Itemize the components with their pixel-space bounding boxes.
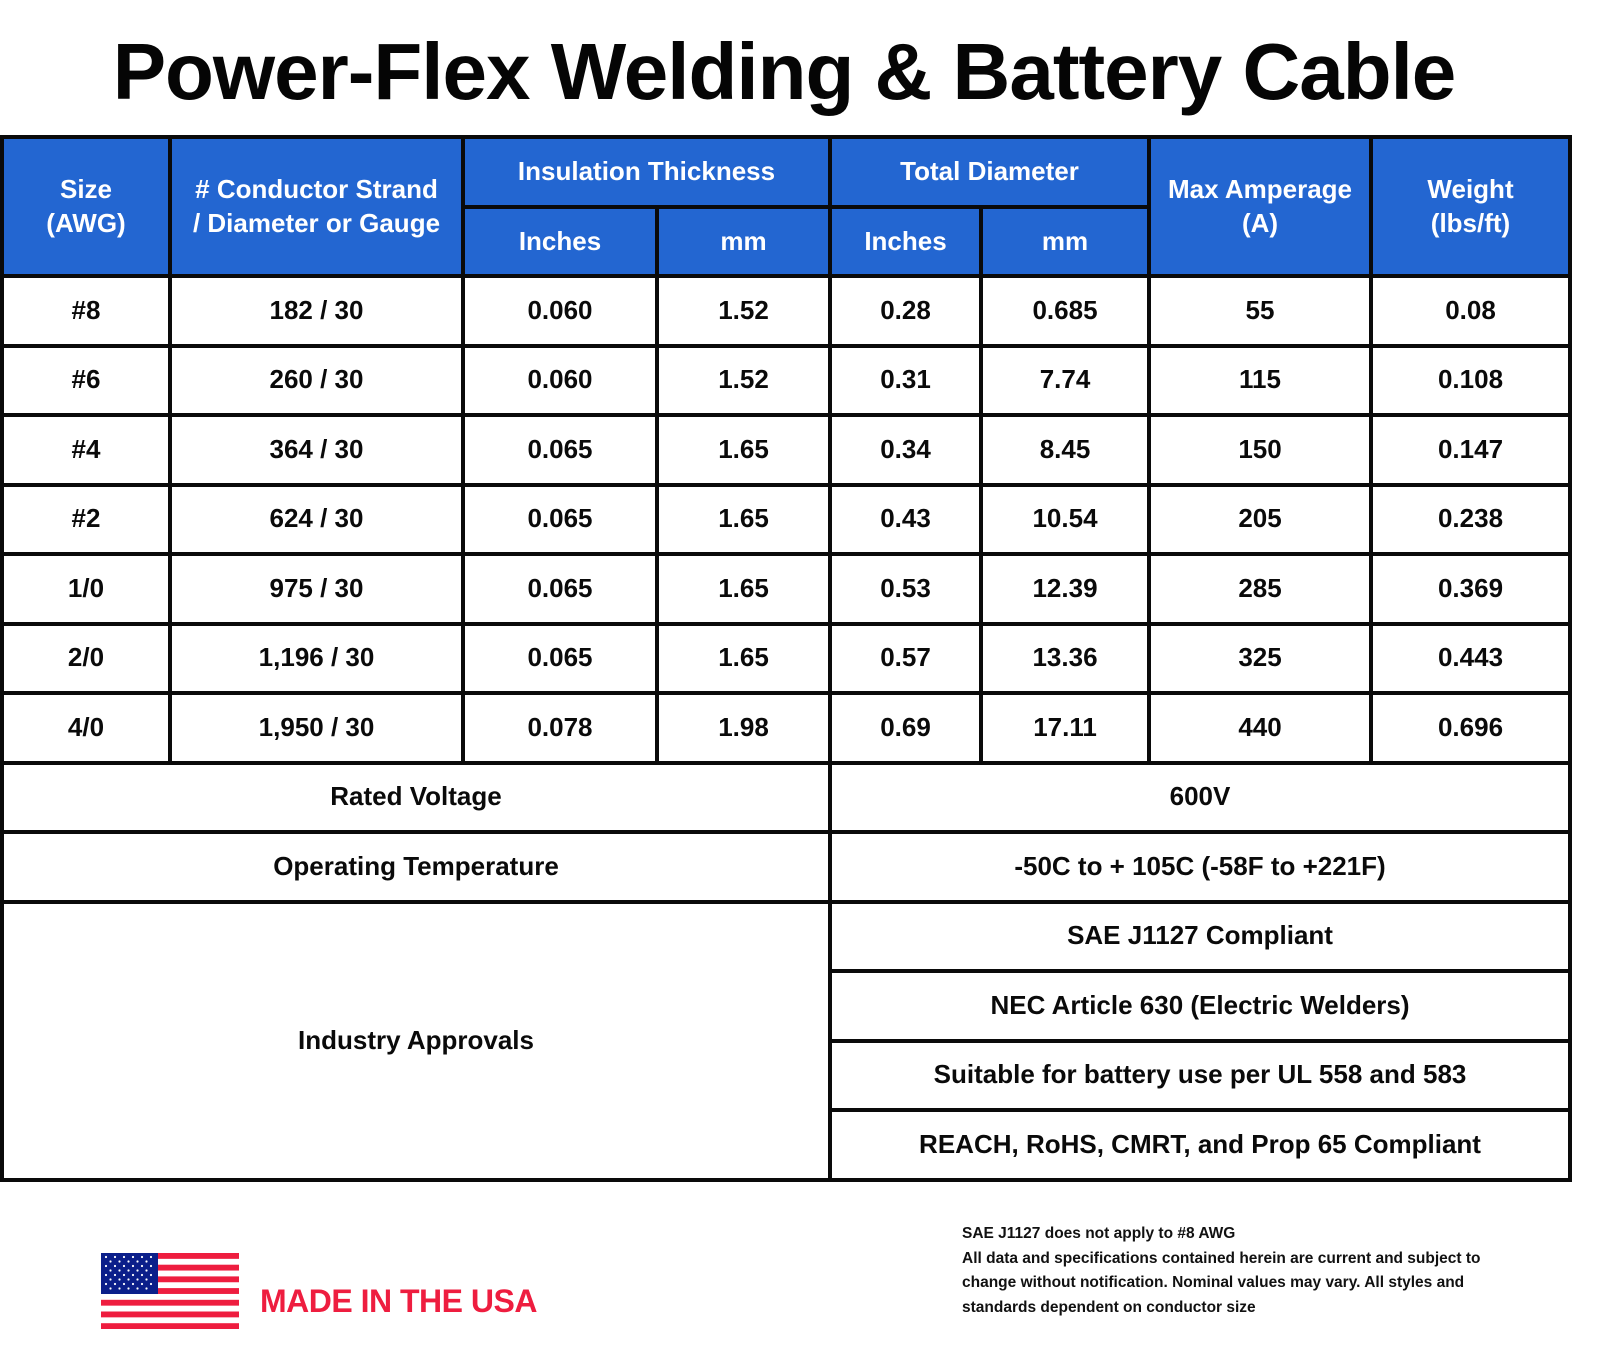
cell-size: #4: [0, 413, 172, 487]
cell-max-amperage: 55: [1147, 274, 1374, 348]
cell-conductor: 624 / 30: [168, 482, 465, 556]
header-max-amperage: Max Amperage (A): [1147, 135, 1374, 278]
footnote-line: standards dependent on conductor size: [962, 1298, 1256, 1316]
made-in-usa-label: MADE IN THE USA: [260, 1283, 537, 1319]
header-insulation-mm: mm: [654, 205, 833, 278]
table-row: #4 364 / 30 0.065 1.65 0.34 8.45 150 0.147: [0, 413, 1573, 487]
cell-size: 4/0: [0, 691, 172, 765]
cell-weight: 0.108: [1369, 343, 1573, 417]
cell-diameter-inches: 0.69: [828, 691, 984, 765]
header-insulation-inches: Inches: [461, 205, 659, 278]
cell-size: #8: [0, 274, 172, 348]
cell-max-amperage: 205: [1147, 482, 1374, 556]
header-conductor: # Conductor Strand / Diameter or Gauge: [168, 135, 465, 278]
cell-max-amperage: 325: [1147, 621, 1374, 695]
approval-item: Suitable for battery use per UL 558 and …: [828, 1038, 1573, 1112]
approval-item: REACH, RoHS, CMRT, and Prop 65 Compliant: [828, 1108, 1573, 1182]
cell-diameter-mm: 10.54: [979, 482, 1152, 556]
cell-diameter-inches: 0.34: [828, 413, 984, 487]
cell-max-amperage: 115: [1147, 343, 1374, 417]
table-row: #2 624 / 30 0.065 1.65 0.43 10.54 205 0.238: [0, 482, 1573, 556]
table-row: 2/0 1,196 / 30 0.065 1.65 0.57 13.36 325 0.443: [0, 621, 1573, 695]
cell-insulation-inches: 0.060: [461, 274, 659, 348]
header-size: Size (AWG): [0, 135, 172, 278]
cell-weight: 0.369: [1369, 552, 1573, 626]
cell-insulation-mm: 1.52: [654, 274, 833, 348]
header-diameter-mm: mm: [979, 205, 1152, 278]
cell-diameter-inches: 0.28: [828, 274, 984, 348]
cell-diameter-inches: 0.57: [828, 621, 984, 695]
table-row: 4/0 1,950 / 30 0.078 1.98 0.69 17.11 440 0.696: [0, 691, 1573, 765]
cell-insulation-mm: 1.65: [654, 482, 833, 556]
operating-temperature-value: -50C to + 105C (-58F to +221F): [828, 830, 1573, 904]
cell-insulation-mm: 1.52: [654, 343, 833, 417]
cell-size: #2: [0, 482, 172, 556]
header-total-diameter: Total Diameter: [828, 135, 1152, 209]
us-flag-icon: [101, 1253, 239, 1329]
cell-size: #6: [0, 343, 172, 417]
header-diameter-inches: Inches: [828, 205, 984, 278]
footnote-line: SAE J1127 does not apply to #8 AWG: [962, 1225, 1236, 1242]
operating-temperature-label: Operating Temperature: [0, 830, 833, 904]
cell-size: 2/0: [0, 621, 172, 695]
cell-weight: 0.696: [1369, 691, 1573, 765]
cell-diameter-mm: 13.36: [979, 621, 1152, 695]
approval-item: SAE J1127 Compliant: [828, 899, 1573, 973]
cell-conductor: 260 / 30: [168, 343, 465, 417]
cell-diameter-mm: 8.45: [979, 413, 1152, 487]
table-row: #8 182 / 30 0.060 1.52 0.28 0.685 55 0.08: [0, 274, 1573, 348]
cell-insulation-inches: 0.078: [461, 691, 659, 765]
cell-conductor: 1,950 / 30: [168, 691, 465, 765]
footnote-line: change without notification. Nominal val…: [962, 1274, 1465, 1291]
cell-max-amperage: 440: [1147, 691, 1374, 765]
cell-insulation-mm: 1.65: [654, 413, 833, 487]
cell-insulation-inches: 0.060: [461, 343, 659, 417]
table-row: #6 260 / 30 0.060 1.52 0.31 7.74 115 0.108: [0, 343, 1573, 417]
cell-insulation-inches: 0.065: [461, 552, 659, 626]
rated-voltage-value: 600V: [828, 760, 1573, 834]
cell-insulation-inches: 0.065: [461, 482, 659, 556]
cell-insulation-inches: 0.065: [461, 621, 659, 695]
cell-diameter-inches: 0.31: [828, 343, 984, 417]
cell-insulation-mm: 1.98: [654, 691, 833, 765]
cell-weight: 0.238: [1369, 482, 1573, 556]
cell-diameter-mm: 12.39: [979, 552, 1152, 626]
footnote-line: All data and specifications contained he…: [962, 1249, 1481, 1267]
spec-table: Size (AWG) # Conductor Strand / Diameter…: [0, 135, 1573, 1182]
cell-insulation-inches: 0.065: [461, 413, 659, 487]
cell-conductor: 364 / 30: [168, 413, 465, 487]
header-weight: Weight (lbs/ft): [1369, 135, 1573, 278]
approval-item: NEC Article 630 (Electric Welders): [828, 969, 1573, 1043]
cell-diameter-mm: 17.11: [979, 691, 1152, 765]
cell-weight: 0.443: [1369, 621, 1573, 695]
header-insulation-thickness: Insulation Thickness: [460, 135, 833, 209]
cell-diameter-inches: 0.43: [828, 482, 984, 556]
industry-approvals-label: Industry Approvals: [0, 899, 833, 1182]
cell-diameter-inches: 0.53: [828, 552, 984, 626]
cell-diameter-mm: 0.685: [979, 274, 1152, 348]
cell-size: 1/0: [0, 552, 172, 626]
cell-max-amperage: 285: [1147, 552, 1374, 626]
cell-weight: 0.147: [1369, 413, 1573, 487]
footnotes: SAE J1127 does not apply to #8 AWG All d…: [962, 1222, 1562, 1320]
cell-conductor: 975 / 30: [168, 552, 465, 626]
table-row: 1/0 975 / 30 0.065 1.65 0.53 12.39 285 0.369: [0, 552, 1573, 626]
cell-insulation-mm: 1.65: [654, 552, 833, 626]
cell-diameter-mm: 7.74: [979, 343, 1152, 417]
page-title: Power-Flex Welding & Battery Cable: [112, 27, 1457, 116]
cell-insulation-mm: 1.65: [654, 621, 833, 695]
cell-conductor: 1,196 / 30: [168, 621, 465, 695]
cell-conductor: 182 / 30: [168, 274, 465, 348]
cell-max-amperage: 150: [1147, 413, 1374, 487]
cell-weight: 0.08: [1369, 274, 1573, 348]
rated-voltage-label: Rated Voltage: [0, 760, 833, 834]
